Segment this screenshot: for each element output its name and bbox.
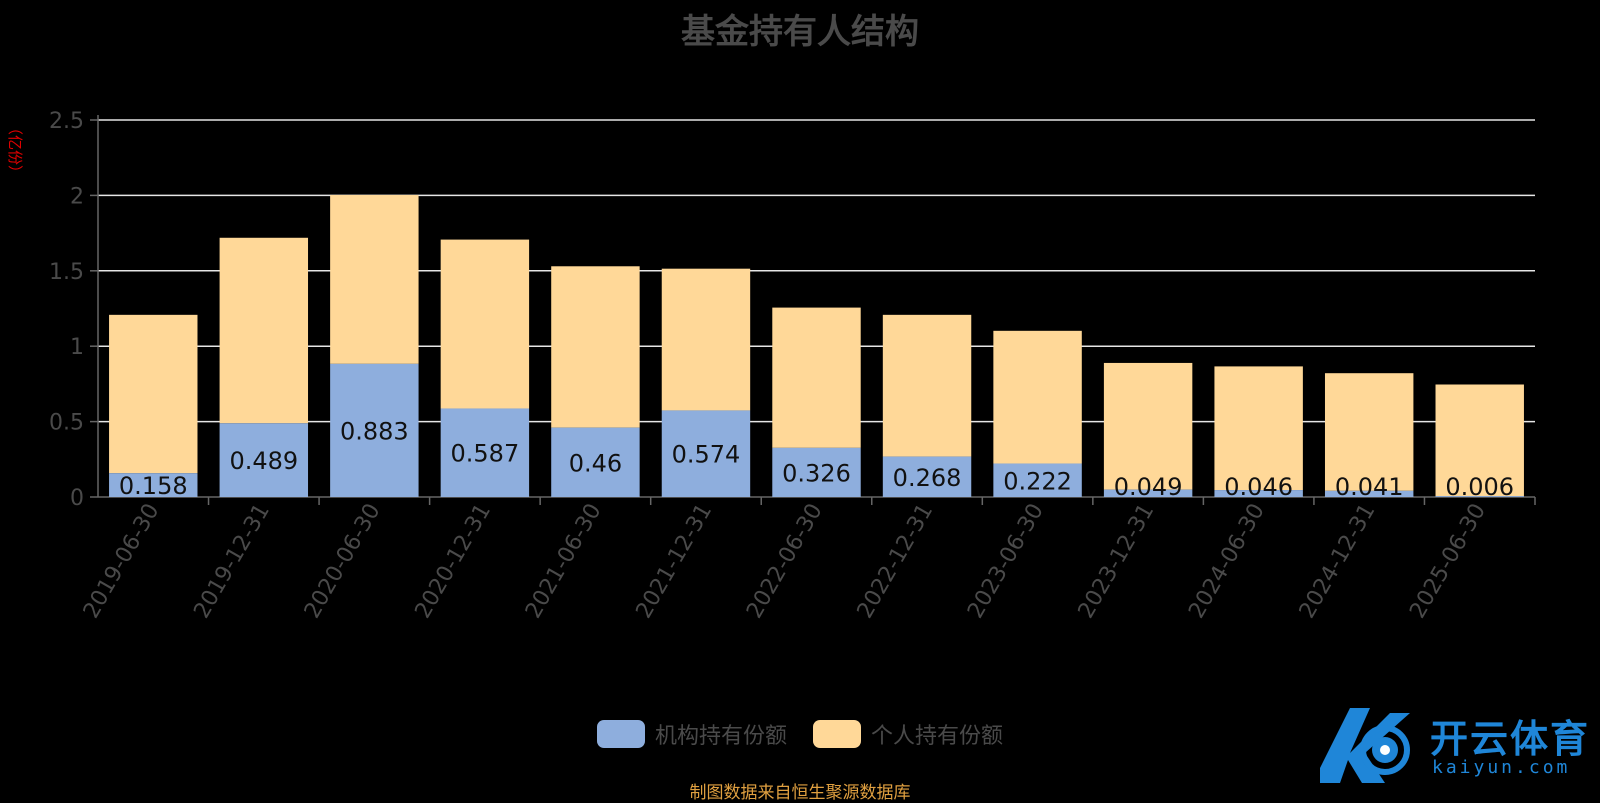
- bar-individual: [1435, 384, 1524, 497]
- data-label-institutional: 0.268: [893, 464, 962, 492]
- chart-title: 基金持有人结构: [681, 12, 919, 52]
- data-label-institutional: 0.587: [451, 440, 520, 468]
- data-label-institutional: 0.46: [569, 449, 622, 477]
- bar-individual: [993, 330, 1082, 464]
- chart-legend: 机构持有份额 个人持有份额: [0, 718, 1600, 750]
- data-label-institutional: 0.041: [1335, 473, 1404, 501]
- bar-individual: [1214, 366, 1303, 491]
- x-tick-label: 2019-06-30: [79, 500, 165, 623]
- data-label-institutional: 0.574: [672, 441, 741, 469]
- bar-institutional: [882, 456, 972, 497]
- data-label-institutional: 0.006: [1445, 473, 1514, 501]
- data-label-institutional: 0.326: [782, 459, 851, 487]
- x-tick-label: 2020-06-30: [300, 500, 386, 623]
- y-tick-label: 0: [70, 486, 84, 511]
- kaiyun-logo: [1320, 708, 1410, 783]
- y-tick-label: 2: [70, 184, 84, 209]
- x-tick-label: 2021-12-31: [632, 500, 718, 623]
- y-tick-label: 1.5: [49, 260, 84, 285]
- bar-individual: [440, 239, 530, 409]
- y-tick-label: 1: [70, 335, 84, 360]
- data-label-institutional: 0.883: [340, 417, 409, 445]
- data-label-institutional: 0.158: [119, 472, 188, 500]
- x-tick-label: 2025-06-30: [1405, 500, 1491, 623]
- bar-individual: [109, 314, 198, 474]
- data-source-note: 制图数据来自恒生聚源数据库: [689, 783, 911, 803]
- bar-institutional: [1324, 490, 1414, 497]
- legend-item-individual[interactable]: 个人持有份额: [813, 718, 1003, 750]
- legend-label-individual: 个人持有份额: [871, 724, 1004, 749]
- bar-institutional: [1435, 496, 1524, 497]
- x-tick-label: 2024-12-31: [1295, 500, 1381, 623]
- x-tick-label: 2019-12-31: [189, 500, 275, 623]
- bar-institutional: [661, 410, 751, 497]
- bar-institutional: [1214, 490, 1303, 497]
- bar-institutional: [330, 363, 419, 497]
- x-tick-label: 2021-06-30: [521, 500, 607, 623]
- bar-institutional: [219, 423, 309, 497]
- y-tick-label: 2.5: [49, 109, 84, 134]
- bar-individual: [219, 237, 309, 424]
- data-label-institutional: 0.046: [1224, 473, 1293, 501]
- bar-individual: [1103, 362, 1193, 490]
- bar-individual: [330, 194, 419, 364]
- bar-individual: [1324, 373, 1414, 491]
- x-tick-label: 2023-12-31: [1074, 500, 1160, 623]
- legend-swatch-institutional: [596, 720, 645, 748]
- data-label-institutional: 0.222: [1003, 467, 1072, 495]
- x-tick-label: 2024-06-30: [1184, 500, 1270, 623]
- bar-institutional: [551, 427, 640, 497]
- legend-label-institutional: 机构持有份额: [654, 724, 787, 749]
- bar-institutional: [772, 447, 861, 497]
- x-tick-label: 2023-06-30: [963, 500, 1049, 623]
- bar-individual: [772, 307, 861, 448]
- watermark-domain: kaiyun.com: [1432, 757, 1571, 778]
- bar-individual: [882, 314, 972, 457]
- bar-individual: [551, 266, 640, 428]
- watermark-brand-name: 开云体育: [1430, 717, 1591, 761]
- bar-individual: [661, 268, 751, 411]
- x-tick-label: 2020-12-31: [411, 500, 497, 623]
- x-tick-label: 2022-06-30: [742, 500, 828, 623]
- data-label-institutional: 0.489: [229, 447, 298, 475]
- bar-institutional: [440, 408, 530, 497]
- y-tick-label: 0.5: [49, 411, 84, 436]
- bar-institutional: [109, 473, 198, 497]
- legend-swatch-individual: [813, 720, 861, 748]
- legend-item-institutional[interactable]: 机构持有份额: [596, 718, 787, 750]
- data-label-institutional: 0.049: [1114, 473, 1183, 501]
- x-tick-label: 2022-12-31: [853, 500, 939, 623]
- bar-institutional: [993, 463, 1082, 497]
- bar-institutional: [1103, 489, 1193, 497]
